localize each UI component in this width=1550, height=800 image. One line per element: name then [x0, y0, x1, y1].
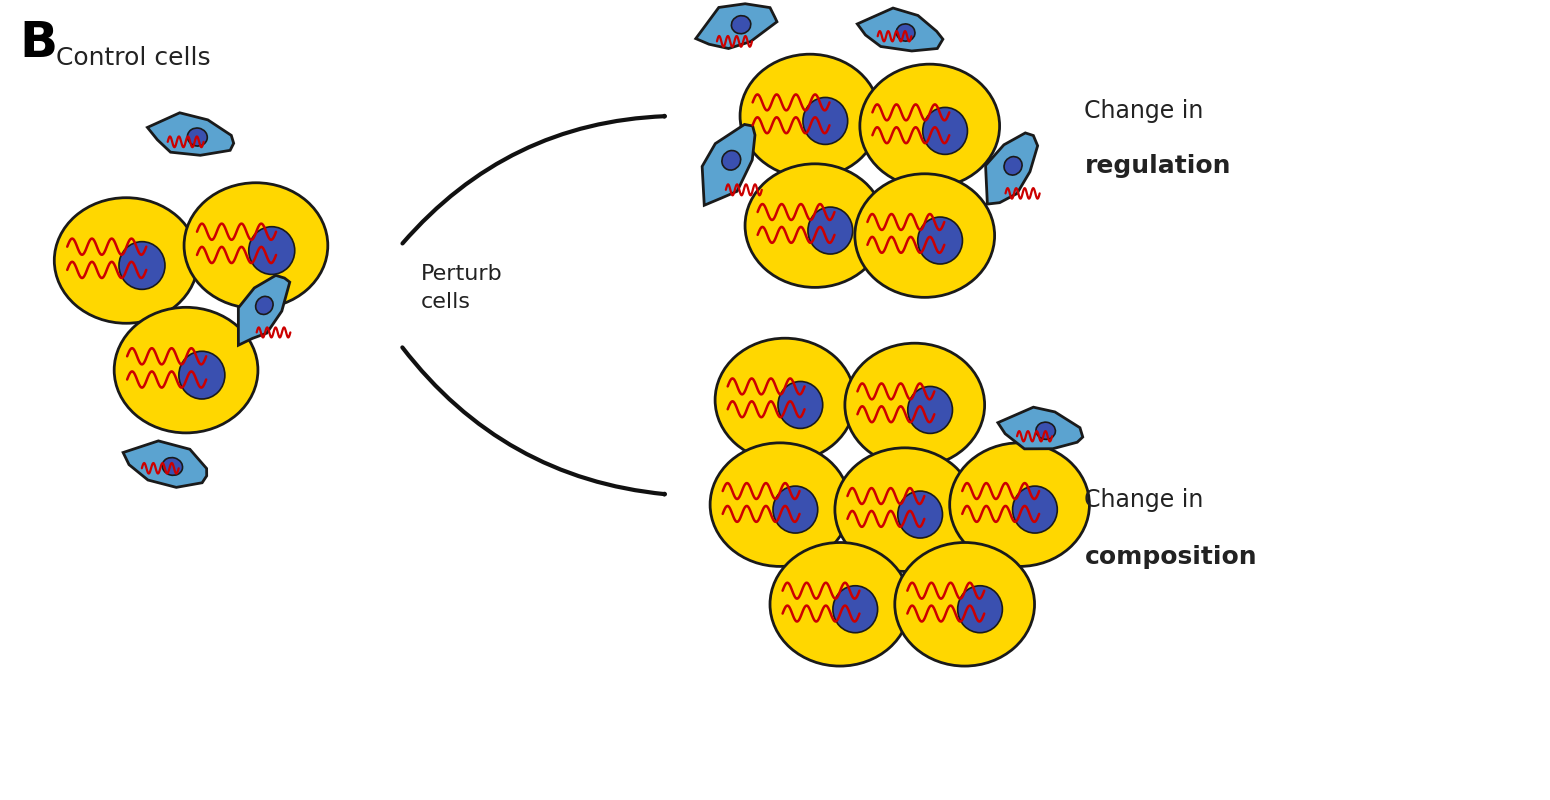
Ellipse shape: [856, 174, 995, 298]
Ellipse shape: [1004, 157, 1021, 175]
Ellipse shape: [908, 386, 953, 434]
Text: Change in: Change in: [1085, 488, 1204, 512]
Ellipse shape: [1035, 422, 1056, 439]
Ellipse shape: [835, 448, 975, 571]
Polygon shape: [696, 4, 777, 49]
Polygon shape: [147, 113, 234, 155]
Ellipse shape: [808, 207, 853, 254]
Polygon shape: [702, 125, 755, 206]
Ellipse shape: [722, 150, 741, 170]
Ellipse shape: [184, 182, 327, 308]
Ellipse shape: [746, 164, 885, 287]
Ellipse shape: [894, 542, 1034, 666]
Ellipse shape: [163, 458, 183, 475]
Ellipse shape: [832, 586, 877, 633]
Ellipse shape: [715, 338, 856, 462]
Polygon shape: [239, 275, 290, 346]
Polygon shape: [122, 441, 206, 487]
Ellipse shape: [188, 128, 208, 146]
FancyArrowPatch shape: [403, 347, 665, 494]
Polygon shape: [998, 407, 1083, 449]
Ellipse shape: [115, 307, 257, 433]
Ellipse shape: [119, 242, 164, 290]
Ellipse shape: [178, 351, 225, 399]
Polygon shape: [857, 8, 942, 51]
Ellipse shape: [950, 443, 1090, 566]
Ellipse shape: [710, 443, 849, 566]
Text: composition: composition: [1085, 546, 1257, 570]
Text: Change in: Change in: [1085, 99, 1204, 123]
FancyArrowPatch shape: [403, 116, 665, 243]
Ellipse shape: [897, 491, 942, 538]
Ellipse shape: [770, 542, 910, 666]
Ellipse shape: [732, 16, 750, 34]
Text: B: B: [19, 19, 57, 67]
Ellipse shape: [922, 107, 967, 154]
Ellipse shape: [860, 64, 1000, 188]
Ellipse shape: [896, 24, 914, 41]
Ellipse shape: [958, 586, 1003, 633]
Text: regulation: regulation: [1085, 154, 1231, 178]
Ellipse shape: [918, 217, 963, 264]
Polygon shape: [986, 133, 1037, 204]
Text: Perturb
cells: Perturb cells: [420, 264, 502, 312]
Ellipse shape: [256, 296, 273, 314]
Ellipse shape: [54, 198, 198, 323]
Ellipse shape: [773, 486, 818, 533]
Ellipse shape: [739, 54, 880, 178]
Text: Control cells: Control cells: [56, 46, 211, 70]
Ellipse shape: [778, 382, 823, 429]
Ellipse shape: [1012, 486, 1057, 533]
Ellipse shape: [248, 226, 294, 274]
Ellipse shape: [803, 98, 848, 145]
Ellipse shape: [845, 343, 984, 466]
